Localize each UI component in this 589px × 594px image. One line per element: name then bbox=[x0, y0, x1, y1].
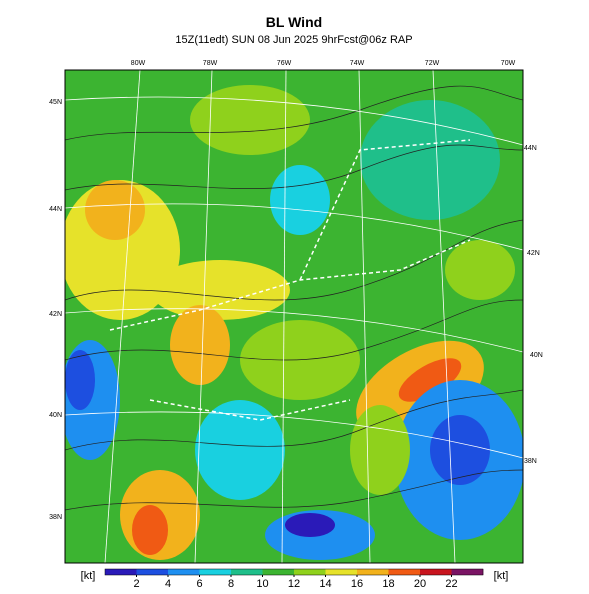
colorbar-tick-label: 20 bbox=[414, 578, 426, 589]
colorbar-bin bbox=[199, 569, 232, 575]
colorbar-tick-label: 12 bbox=[288, 578, 300, 589]
lat-label: 45N bbox=[49, 99, 62, 106]
colorbar-tick-label: 16 bbox=[351, 578, 363, 589]
colorbar-bin bbox=[357, 569, 389, 575]
colorbar-tick-label: 10 bbox=[256, 578, 268, 589]
lat-label: 38N bbox=[524, 458, 537, 465]
map-frame bbox=[64, 69, 524, 564]
lon-label: 76W bbox=[277, 60, 292, 67]
lon-label: 80W bbox=[131, 60, 146, 67]
title: BL Wind bbox=[266, 14, 322, 30]
colorbar-bin bbox=[388, 569, 421, 575]
map-field bbox=[65, 70, 523, 563]
colorbar-bin bbox=[420, 569, 452, 575]
lat-label: 42N bbox=[49, 311, 62, 318]
colorbar-bin bbox=[105, 569, 137, 575]
colorbar-bin bbox=[168, 569, 200, 575]
lat-label: 38N bbox=[49, 514, 62, 521]
lon-label: 72W bbox=[425, 60, 440, 67]
lat-label: 40N bbox=[49, 412, 62, 419]
colorbar-bin bbox=[136, 569, 169, 575]
lat-label: 40N bbox=[530, 352, 543, 359]
colorbar-unit: [kt] bbox=[81, 570, 96, 582]
colorbar-tick-label: 18 bbox=[382, 578, 394, 589]
colorbar-bin bbox=[325, 569, 358, 575]
colorbar-bin bbox=[451, 569, 484, 575]
colorbar-bin bbox=[294, 569, 326, 575]
colorbar-tick-label: 14 bbox=[319, 578, 331, 589]
colorbar-unit: [kt] bbox=[494, 570, 509, 582]
colorbar-tick-label: 6 bbox=[196, 578, 202, 589]
colorbar-tick-label: 8 bbox=[228, 578, 234, 589]
colorbar-bin bbox=[262, 569, 295, 575]
lon-label: 78W bbox=[203, 60, 218, 67]
subtitle: 15Z(11edt) SUN 08 Jun 2025 9hrFcst@06z R… bbox=[175, 34, 412, 46]
colorbar-tick-label: 2 bbox=[133, 578, 139, 589]
colorbar-tick-label: 22 bbox=[445, 578, 457, 589]
lat-label: 44N bbox=[49, 206, 62, 213]
colorbar-tick-label: 4 bbox=[165, 578, 171, 589]
lon-label: 74W bbox=[350, 60, 365, 67]
lat-label: 42N bbox=[527, 250, 540, 257]
lon-label: 70W bbox=[501, 60, 516, 67]
lat-label: 44N bbox=[524, 145, 537, 152]
colorbar-bin bbox=[231, 569, 263, 575]
